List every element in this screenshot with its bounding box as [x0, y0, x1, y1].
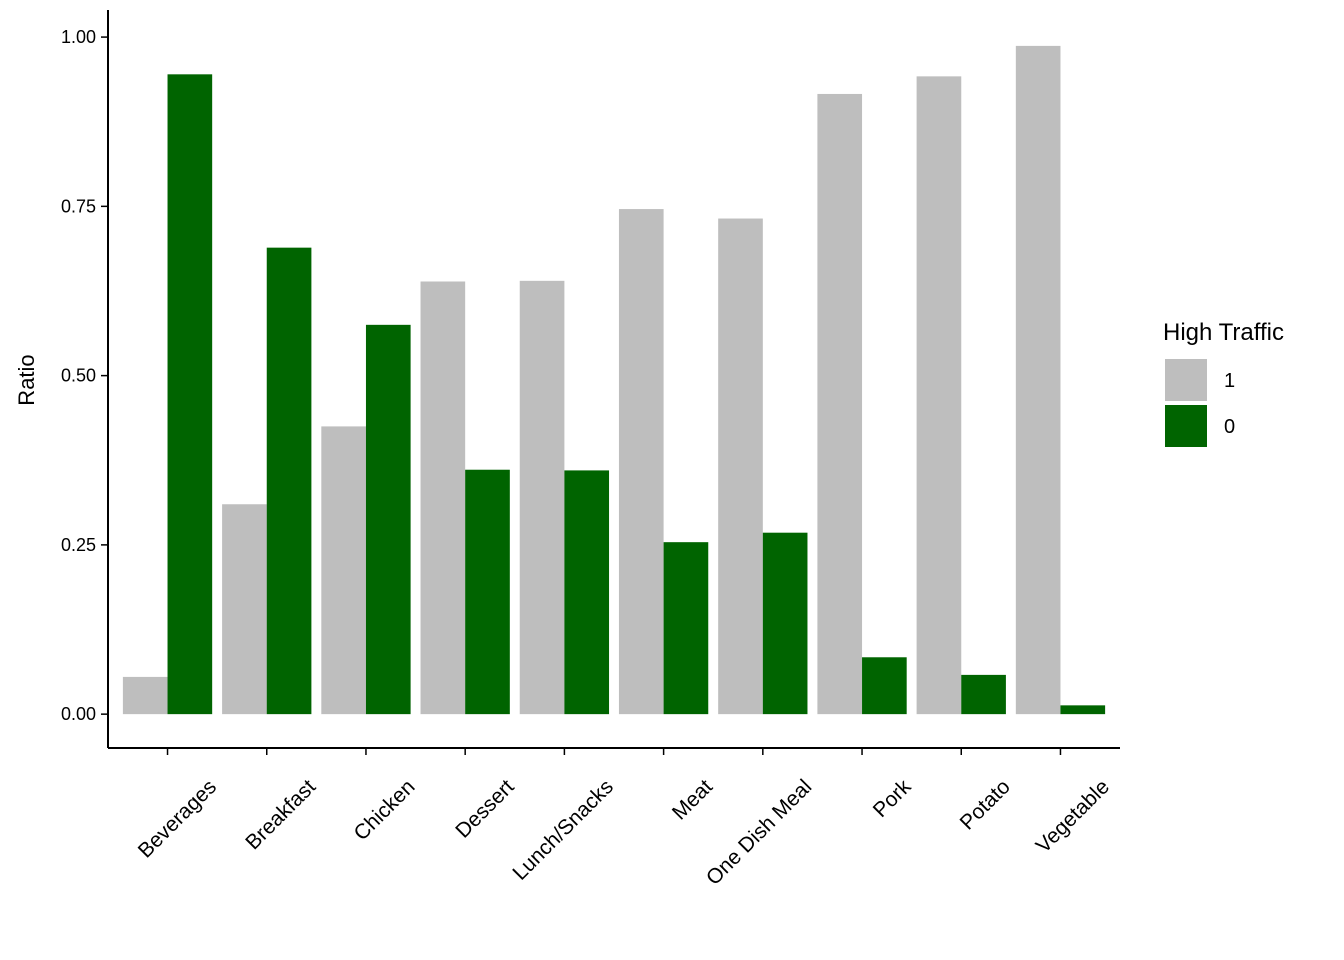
bar	[1060, 705, 1106, 715]
legend-key	[1165, 359, 1207, 401]
bar	[718, 218, 763, 715]
y-tick-label: 0.00	[61, 704, 96, 724]
bar	[618, 209, 664, 715]
bar	[222, 504, 267, 715]
x-tick-label: Potato	[956, 775, 1015, 834]
bar	[167, 74, 213, 715]
bar	[122, 676, 168, 715]
x-tick-label: Pork	[869, 775, 916, 822]
x-tick-label: Lunch/Snacks	[508, 775, 618, 885]
x-tick-label: Meat	[668, 775, 717, 824]
x-tick-label: Breakfast	[241, 775, 320, 854]
legend-key	[1165, 405, 1207, 447]
bar	[321, 426, 366, 715]
y-tick-label: 0.75	[61, 196, 96, 216]
y-tick-label: 0.25	[61, 535, 96, 555]
legend-label: 1	[1224, 370, 1235, 392]
bar	[1015, 45, 1061, 715]
bar	[266, 247, 312, 715]
y-tick-label: 0.50	[61, 366, 96, 386]
legend-label: 0	[1224, 416, 1235, 438]
bar	[762, 532, 808, 715]
x-tick-label: Chicken	[350, 775, 420, 845]
x-tick-label: One Dish Meal	[702, 775, 816, 889]
bar	[916, 76, 962, 715]
bar	[420, 281, 466, 715]
y-tick-label: 1.00	[61, 27, 96, 47]
x-tick-label: Vegetable	[1032, 775, 1114, 857]
bar	[519, 280, 565, 715]
bar	[862, 657, 907, 715]
y-axis-label: Ratio	[14, 354, 39, 405]
bar	[817, 93, 863, 715]
bar	[663, 542, 709, 715]
bar	[465, 469, 510, 715]
bar	[365, 324, 411, 715]
legend-title: High Traffic	[1163, 319, 1284, 346]
x-tick-label: Beverages	[134, 775, 221, 862]
x-tick-label: Dessert	[451, 775, 519, 843]
bar	[564, 470, 610, 715]
bar	[961, 674, 1006, 715]
